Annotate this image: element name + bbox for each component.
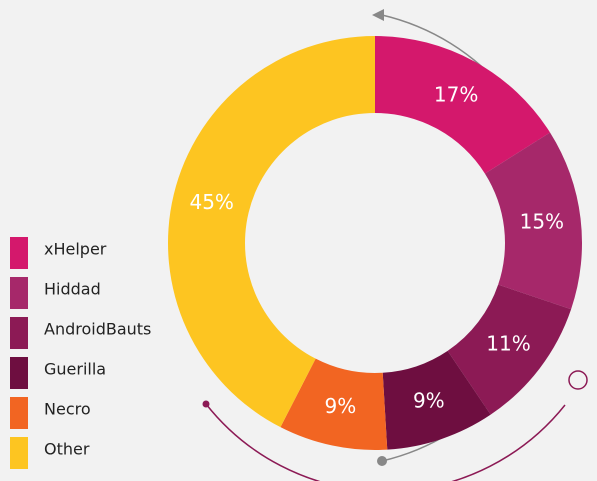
legend-swatch — [10, 397, 28, 429]
data-label: 17% — [434, 82, 478, 106]
slice — [167, 36, 375, 428]
donut: 17% 15% 11% 9% 9% 45% — [167, 36, 582, 451]
legend-label: Other — [44, 440, 90, 459]
data-label: 9% — [325, 394, 357, 418]
legend-swatch — [10, 317, 28, 349]
legend: xHelper Hiddad AndroidBauts Guerilla Necro Ot… — [10, 237, 151, 469]
legend-swatch — [10, 437, 28, 469]
slice — [447, 284, 572, 415]
legend-swatch — [10, 357, 28, 389]
data-label: 9% — [413, 389, 445, 413]
data-label: 11% — [486, 331, 530, 355]
legend-label: Necro — [44, 400, 91, 419]
legend-swatch — [10, 277, 28, 309]
legend-label: xHelper — [44, 240, 107, 259]
legend-label: Hiddad — [44, 280, 101, 299]
slice — [375, 36, 551, 174]
data-label: 45% — [189, 190, 233, 214]
slice — [280, 358, 388, 451]
legend-label: Guerilla — [44, 360, 106, 379]
legend-swatch — [10, 237, 28, 269]
slice — [382, 350, 491, 450]
slice — [484, 132, 582, 310]
data-label: 15% — [520, 210, 564, 234]
legend-label: AndroidBauts — [44, 320, 151, 339]
